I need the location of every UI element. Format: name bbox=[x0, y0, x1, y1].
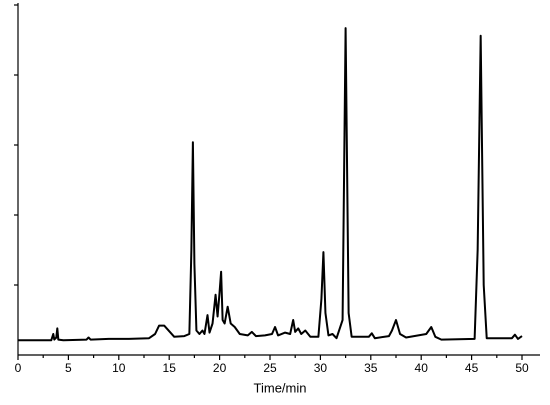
chromatogram-line bbox=[18, 27, 523, 342]
x-tick-label: 5 bbox=[65, 361, 72, 375]
x-tick-label: 35 bbox=[364, 361, 378, 375]
x-tick-label: 10 bbox=[112, 361, 126, 375]
x-tick-label: 0 bbox=[15, 361, 22, 375]
x-tick-label: 15 bbox=[163, 361, 177, 375]
x-tick-label: 30 bbox=[314, 361, 328, 375]
x-tick-label: 20 bbox=[213, 361, 227, 375]
x-axis-label: Time/min bbox=[254, 380, 307, 395]
x-tick-label: 25 bbox=[263, 361, 277, 375]
x-tick-label: 40 bbox=[415, 361, 429, 375]
x-tick-label: 50 bbox=[515, 361, 529, 375]
x-tick-label: 45 bbox=[465, 361, 479, 375]
